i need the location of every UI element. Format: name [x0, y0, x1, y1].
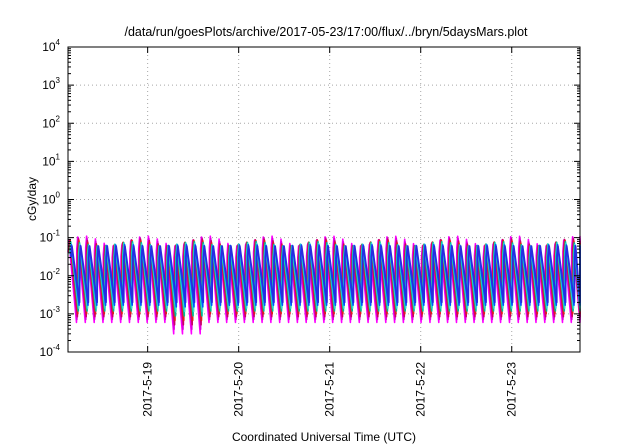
y-tick-base: 10 [42, 40, 56, 54]
y-tick-exponent: 0 [56, 191, 61, 200]
chart-title: /data/run/goesPlots/archive/2017-05-23/1… [124, 25, 528, 39]
y-tick-exponent: -4 [53, 343, 61, 352]
y-tick-base: 10 [40, 307, 54, 321]
y-tick-label: 103 [42, 76, 60, 92]
y-tick-exponent: 2 [56, 114, 61, 123]
y-tick-base: 10 [42, 116, 56, 130]
y-tick-label: 10-1 [40, 229, 61, 245]
y-tick-base: 10 [42, 154, 56, 168]
y-axis-label: cGy/day [25, 177, 39, 221]
y-tick-exponent: -3 [53, 305, 61, 314]
y-tick-exponent: 4 [56, 38, 61, 47]
y-tick-label: 10-3 [40, 305, 61, 321]
x-axis: 2017-5-19 2017-5-20 2017-5-21 2017-5-22 2017… [141, 47, 519, 417]
y-tick-label: 10-4 [40, 343, 61, 359]
y-tick-label: 102 [42, 114, 60, 130]
x-tick-label: 2017-5-23 [505, 362, 519, 417]
y-tick-label: 101 [42, 152, 60, 168]
y-tick-label: 104 [42, 38, 60, 54]
y-tick-base: 10 [40, 269, 54, 283]
y-tick-exponent: 3 [56, 76, 61, 85]
y-tick-base: 10 [40, 345, 54, 359]
y-tick-base: 10 [42, 193, 56, 207]
y-tick-exponent: 1 [56, 152, 61, 161]
x-tick-label: 2017-5-19 [141, 362, 155, 417]
y-tick-exponent: -2 [53, 267, 61, 276]
y-tick-base: 10 [42, 78, 56, 92]
y-tick-label: 100 [42, 191, 60, 207]
y-tick-exponent: -1 [53, 229, 61, 238]
y-tick-label: 10-2 [40, 267, 61, 283]
x-axis-label: Coordinated Universal Time (UTC) [232, 430, 416, 444]
plot-area [67, 235, 581, 335]
x-tick-label: 2017-5-21 [323, 362, 337, 417]
y-tick-base: 10 [40, 231, 54, 245]
x-tick-label: 2017-5-20 [232, 362, 246, 417]
x-tick-label: 2017-5-22 [414, 362, 428, 417]
series-line [70, 245, 581, 304]
